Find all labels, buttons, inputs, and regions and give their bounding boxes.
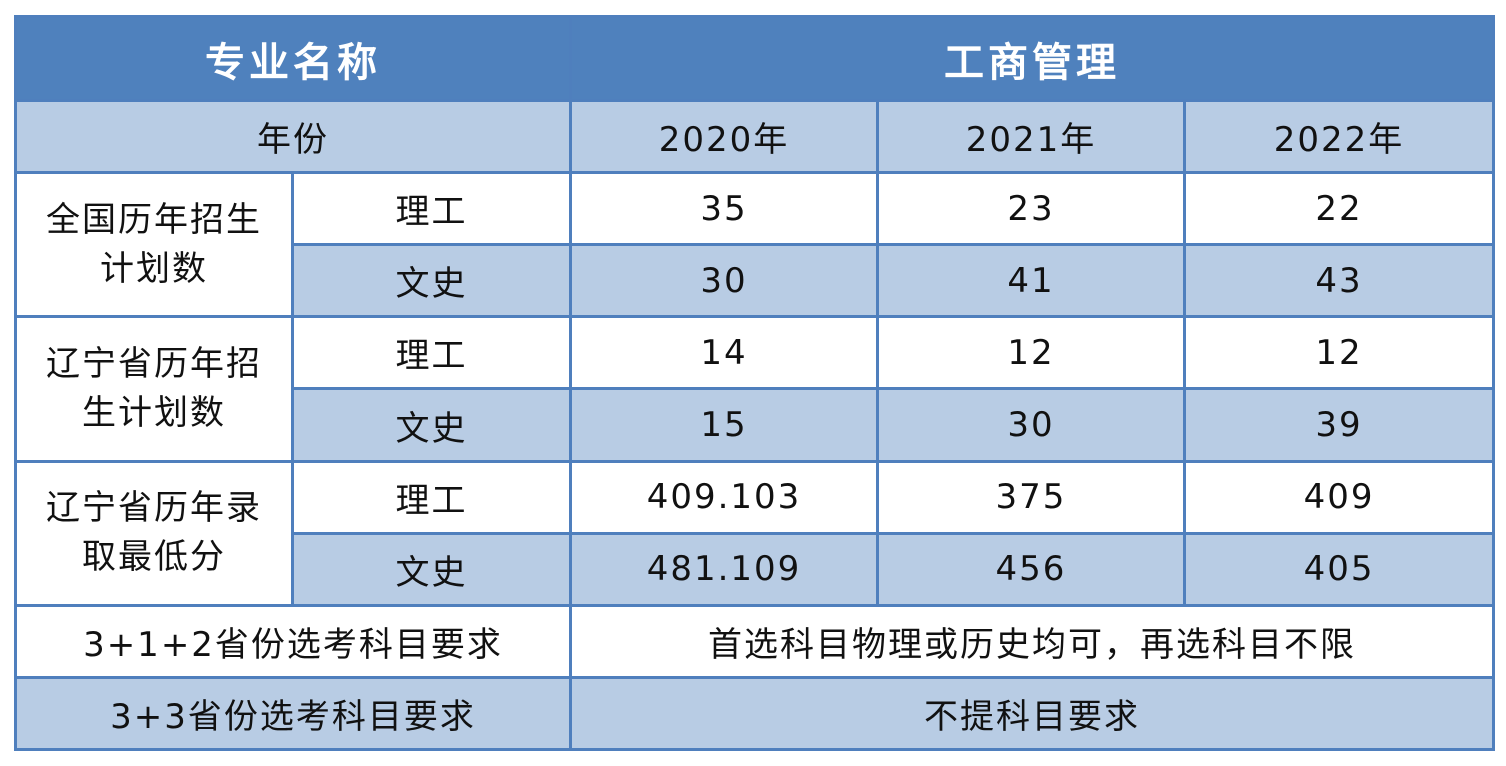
major-name-cell: 工商管理 <box>568 14 1496 103</box>
table-row: 全国历年招生 计划数 理工 35 23 22 <box>14 171 1496 319</box>
group-label-line: 辽宁省历年录 <box>46 487 262 528</box>
category-cell: 文史 <box>291 243 572 319</box>
table-row: 辽宁省历年招 生计划数 理工 14 12 12 <box>14 315 1496 463</box>
category-cell: 理工 <box>291 459 572 535</box>
value-cell: 12 <box>1182 315 1496 391</box>
value-cell: 12 <box>876 315 1186 391</box>
year-2022-cell: 2022年 <box>1182 99 1496 175</box>
value-cell: 481.109 <box>569 531 879 607</box>
category-cell: 文史 <box>291 387 572 463</box>
value-cell: 375 <box>876 459 1186 535</box>
year-2021-cell: 2021年 <box>876 99 1186 175</box>
requirement-value-cell: 不提科目要求 <box>568 675 1496 752</box>
value-cell: 405 <box>1182 531 1496 607</box>
group-label-line: 辽宁省历年招 <box>46 343 262 384</box>
years-row: 年份 2020年 2021年 2022年 <box>14 99 1496 175</box>
group-label-national-plan: 全国历年招生 计划数 <box>14 171 294 319</box>
requirement-label-cell: 3+1+2省份选考科目要求 <box>14 603 572 679</box>
category-cell: 理工 <box>291 315 572 391</box>
category-cell: 理工 <box>291 171 572 247</box>
requirement-label-cell: 3+3省份选考科目要求 <box>14 675 572 752</box>
category-cell: 文史 <box>291 531 572 607</box>
group-label-line: 计划数 <box>100 248 208 289</box>
table-row: 辽宁省历年录 取最低分 理工 409.103 375 409 <box>14 459 1496 607</box>
value-cell: 14 <box>569 315 879 391</box>
requirement-row: 3+1+2省份选考科目要求 首选科目物理或历史均可，再选科目不限 <box>14 603 1496 679</box>
value-cell: 43 <box>1182 243 1496 319</box>
group-label-liaoning-min-score: 辽宁省历年录 取最低分 <box>14 459 294 607</box>
value-cell: 409.103 <box>569 459 879 535</box>
value-cell: 23 <box>876 171 1186 247</box>
table-row: 文史 481.109 456 405 <box>16 531 1496 607</box>
requirement-row: 3+3省份选考科目要求 不提科目要求 <box>14 675 1496 752</box>
value-cell: 22 <box>1182 171 1496 247</box>
value-cell: 409 <box>1182 459 1496 535</box>
value-cell: 39 <box>1182 387 1496 463</box>
table-row: 文史 15 30 39 <box>16 387 1496 463</box>
admissions-table: 专业名称 工商管理 年份 2020年 2021年 2022年 全国历年招生 计划… <box>14 14 1496 752</box>
group-label-line: 生计划数 <box>82 392 226 433</box>
group-label-line: 全国历年招生 <box>46 199 262 240</box>
value-cell: 41 <box>876 243 1186 319</box>
field-label-cell: 专业名称 <box>14 14 572 103</box>
value-cell: 30 <box>876 387 1186 463</box>
value-cell: 15 <box>569 387 879 463</box>
value-cell: 30 <box>569 243 879 319</box>
year-label-cell: 年份 <box>14 99 572 175</box>
requirement-value-cell: 首选科目物理或历史均可，再选科目不限 <box>568 603 1496 679</box>
group-label-line: 取最低分 <box>82 537 226 578</box>
year-2020-cell: 2020年 <box>569 99 879 175</box>
table-row: 文史 30 41 43 <box>16 243 1496 319</box>
value-cell: 35 <box>569 171 879 247</box>
value-cell: 456 <box>876 531 1186 607</box>
group-label-liaoning-plan: 辽宁省历年招 生计划数 <box>14 315 294 463</box>
header-row: 专业名称 工商管理 <box>14 14 1496 103</box>
